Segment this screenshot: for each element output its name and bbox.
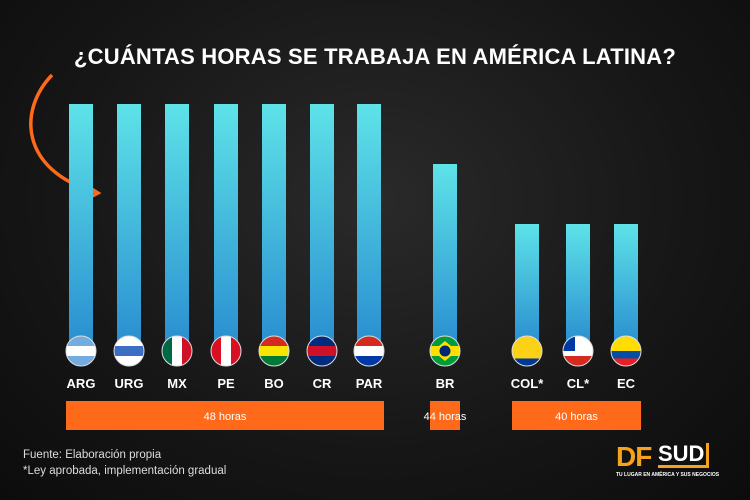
footnote: *Ley aprobada, implementación gradual (23, 465, 227, 477)
flag-arg-icon (66, 336, 96, 366)
flag-bo-icon (259, 336, 289, 366)
bar-CR (310, 104, 334, 344)
source-note: Fuente: Elaboración propia (23, 449, 162, 461)
bar-BR (433, 164, 457, 344)
group-band-44 (430, 401, 460, 430)
category-label: PAR (356, 376, 383, 391)
bar-PAR (357, 104, 381, 344)
bar-COL (515, 224, 539, 344)
category-label: BR (436, 376, 455, 391)
category-label: COL* (511, 376, 544, 391)
category-label: PE (217, 376, 235, 391)
group-band-40 (512, 401, 641, 430)
category-label: CL* (567, 376, 590, 391)
flag-pe-icon (211, 336, 241, 366)
flag-par-icon (354, 336, 384, 366)
flag-ec-icon (611, 336, 641, 366)
bar-ARG (69, 104, 93, 344)
category-label: MX (167, 376, 187, 391)
category-label: URG (115, 376, 144, 391)
dfsud-logo: DF SUD TU LUGAR EN AMÉRICA Y SUS NEGOCIO… (616, 441, 720, 478)
category-label: ARG (67, 376, 96, 391)
bar-CL (566, 224, 590, 344)
bar-URG (117, 104, 141, 344)
category-label: CR (313, 376, 332, 391)
group-band-48 (66, 401, 384, 430)
bar-EC (614, 224, 638, 344)
group-label: 40 horas (555, 411, 598, 423)
bar-MX (165, 104, 189, 344)
chart-title: ¿CUÁNTAS HORAS SE TRABAJA EN AMÉRICA LAT… (74, 44, 676, 69)
category-label: BO (264, 376, 284, 391)
group-label: 48 horas (204, 411, 247, 423)
flag-cr-icon (307, 336, 337, 366)
bar-BO (262, 104, 286, 344)
flag-br-icon (430, 336, 460, 366)
bar-PE (214, 104, 238, 344)
group-label: 44 horas (424, 411, 467, 423)
category-label: EC (617, 376, 636, 391)
flag-urg-icon (114, 336, 144, 366)
flag-mx-icon (162, 336, 192, 366)
flag-col-icon (512, 336, 542, 366)
